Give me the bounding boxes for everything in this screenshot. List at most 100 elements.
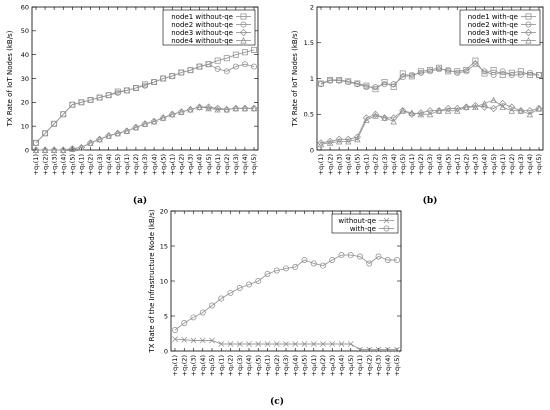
data-point <box>390 81 397 88</box>
data-point <box>320 262 326 269</box>
y-tick-label: 1.5 <box>304 39 314 47</box>
data-point <box>481 68 488 75</box>
x-tick-label: +q₄(2) <box>178 154 186 175</box>
data-point <box>463 66 470 73</box>
data-point <box>223 68 230 75</box>
data-point <box>318 81 324 88</box>
data-point <box>187 67 194 74</box>
data-point <box>329 257 336 263</box>
legend-marker <box>240 37 247 44</box>
data-point <box>190 314 197 321</box>
series-line <box>36 106 254 151</box>
data-point <box>517 71 524 78</box>
data-point <box>517 107 525 115</box>
data-point <box>132 123 140 131</box>
data-point <box>177 108 185 116</box>
y-tick-label: 10 <box>21 122 29 130</box>
data-point <box>536 71 542 78</box>
data-point <box>87 96 94 103</box>
x-tick-label: +q₄(5) <box>205 154 213 175</box>
data-point <box>436 66 443 73</box>
data-point <box>205 61 212 68</box>
data-point <box>517 68 524 75</box>
x-tick-label: +q₂(4) <box>105 154 113 175</box>
data-point <box>251 46 257 53</box>
y-tick-label: 20 <box>160 207 168 215</box>
data-point <box>190 337 197 344</box>
x-tick-label: +q₁(4) <box>199 355 207 376</box>
x-tick-label: +q₃(3) <box>141 154 149 175</box>
data-point <box>232 63 239 70</box>
legend-label: node2 with-qe <box>468 21 518 29</box>
data-point <box>399 70 406 77</box>
data-point <box>60 146 67 153</box>
data-point <box>372 86 379 93</box>
data-point <box>508 71 515 78</box>
data-point <box>232 104 239 112</box>
data-point <box>78 99 85 106</box>
data-point <box>499 71 506 78</box>
data-point <box>68 145 76 153</box>
data-point <box>255 278 262 284</box>
data-point <box>394 257 400 263</box>
x-tick-label: +q₃(1) <box>408 154 416 175</box>
data-point <box>489 104 498 113</box>
data-point <box>375 346 382 353</box>
legend-marker <box>383 217 390 224</box>
y-tick-label: 20 <box>21 99 29 107</box>
series-line <box>320 99 540 145</box>
data-point <box>363 116 370 123</box>
data-point <box>69 145 76 152</box>
data-point <box>241 49 248 56</box>
data-point <box>345 79 352 86</box>
x-tick-label: +q₅(2) <box>223 154 231 175</box>
series-2 <box>318 61 542 91</box>
data-point <box>87 139 94 146</box>
data-point <box>160 75 167 82</box>
data-point <box>417 110 425 118</box>
y-tick-label: 1 <box>310 75 314 83</box>
data-point <box>471 102 480 110</box>
x-tick-label: +q₂(4) <box>245 355 253 376</box>
data-point <box>42 130 49 137</box>
chart-panel-3: 0 5 10 15 20 TX Rate of the Infrastructure No… <box>148 207 402 407</box>
data-point <box>408 71 415 78</box>
y-tick-label: 40 <box>21 51 29 59</box>
panel-caption: (a) <box>133 195 147 206</box>
x-tick-label: +q₄(3) <box>187 154 195 175</box>
legend-box <box>459 9 541 46</box>
data-point <box>417 69 424 76</box>
data-point <box>169 110 176 118</box>
legend-label: node4 without-qe <box>171 37 233 45</box>
legend-box <box>162 9 256 46</box>
data-point <box>172 327 178 333</box>
x-tick-label: +q₃(2) <box>273 355 281 376</box>
data-point <box>218 341 225 347</box>
data-point <box>41 146 49 153</box>
data-point <box>186 105 195 114</box>
series-line <box>35 63 255 144</box>
data-point <box>454 68 461 75</box>
x-tick-label: +q₁(2) <box>41 154 49 175</box>
data-point <box>246 281 252 288</box>
legend-label: node3 with-qe <box>468 29 518 37</box>
legend-marker <box>240 13 247 20</box>
x-tick-label: +q₅(4) <box>384 355 392 376</box>
x-tick-label: +q₁(3) <box>190 355 198 376</box>
data-point <box>114 129 122 137</box>
data-point <box>354 135 361 143</box>
x-tick-label: +q₅(2) <box>508 154 516 175</box>
data-point <box>96 94 103 101</box>
data-point <box>160 114 167 121</box>
data-point <box>445 68 452 75</box>
x-tick-label: +q₂(5) <box>399 154 407 175</box>
x-tick-label: +q₃(5) <box>159 154 167 175</box>
data-point <box>283 341 289 347</box>
legend-marker <box>383 225 390 232</box>
x-tick-label: +q₃(5) <box>444 154 452 175</box>
x-tick-label: +q₁(4) <box>59 154 67 175</box>
data-point <box>499 68 506 75</box>
data-point <box>384 346 391 353</box>
data-point <box>195 103 204 111</box>
